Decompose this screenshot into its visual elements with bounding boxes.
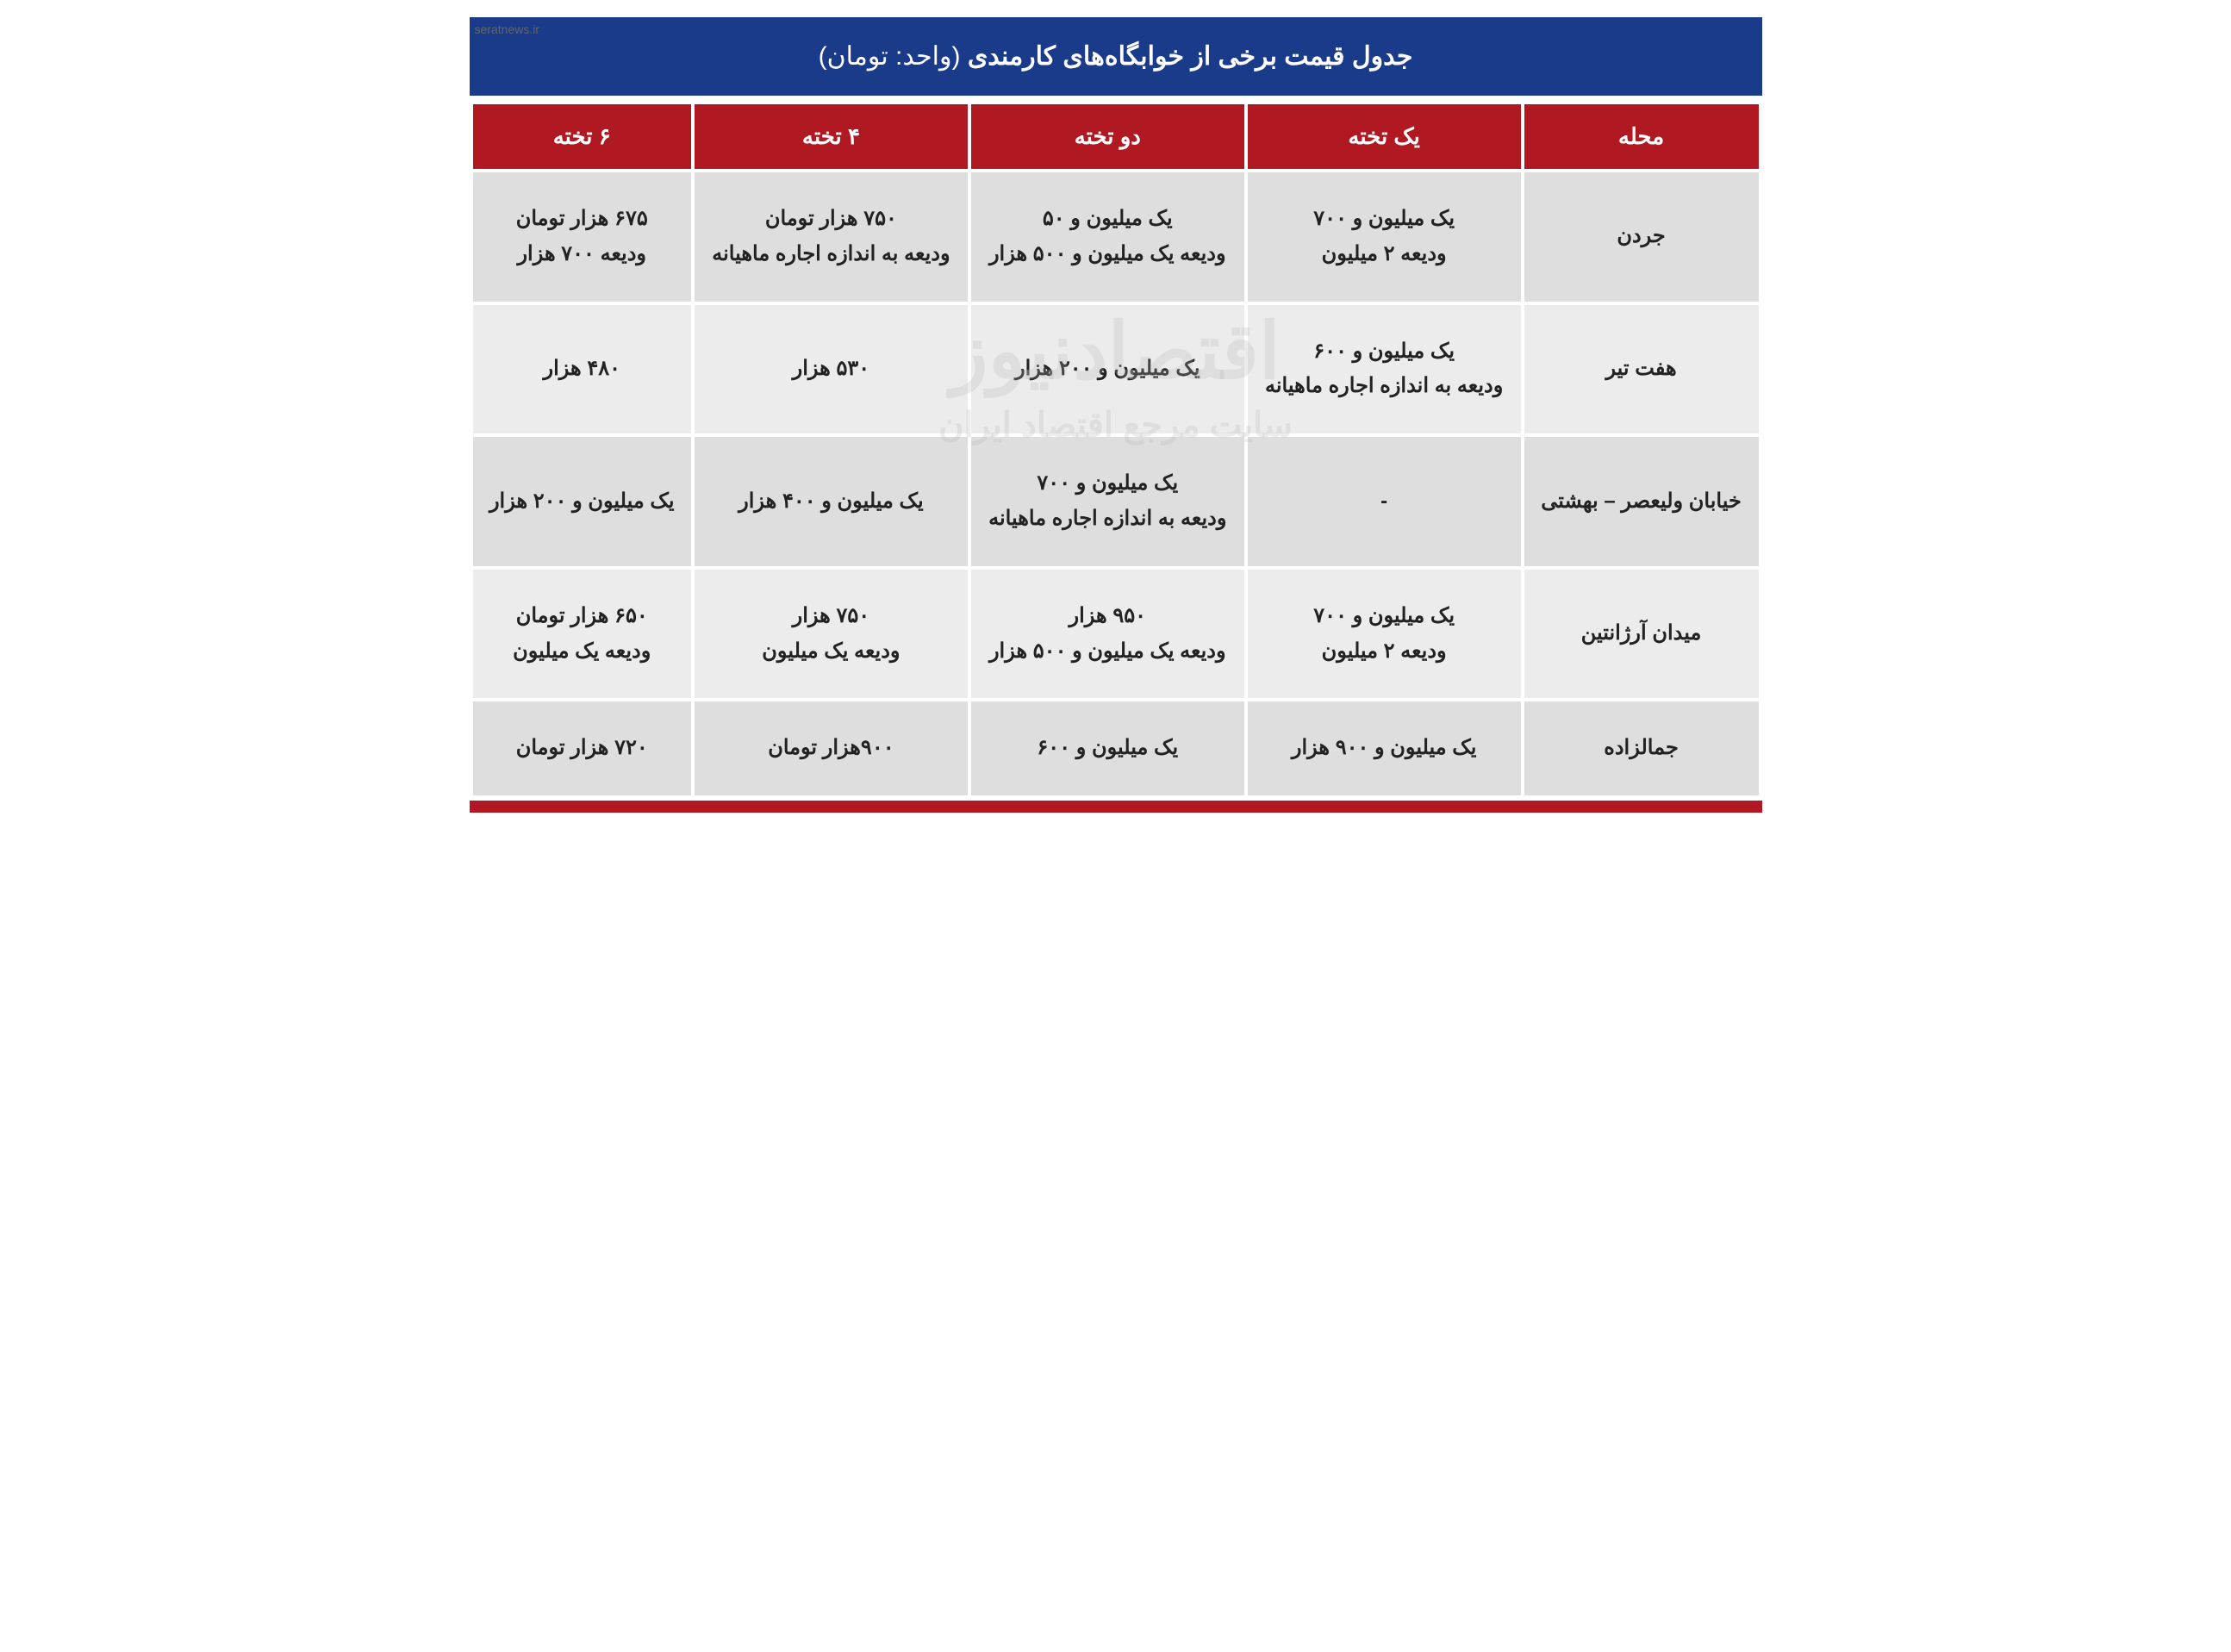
cell-neighborhood: هفت تیر bbox=[1524, 305, 1759, 434]
price-table: محله یک تخته دو تخته ۴ تخته ۶ تخته جردن … bbox=[470, 101, 1762, 799]
cell-price: ۵۳۰ هزار bbox=[695, 305, 968, 434]
cell-price: یک میلیون و ۲۰۰ هزار bbox=[473, 437, 691, 566]
cell-price: ۴۸۰ هزار bbox=[473, 305, 691, 434]
cell-price: یک میلیون و ۷۰۰ودیعه ۲ میلیون bbox=[1248, 172, 1521, 302]
cell-price: ۷۲۰ هزار تومان bbox=[473, 701, 691, 795]
cell-price: - bbox=[1248, 437, 1521, 566]
cell-price: یک میلیون و ۶۰۰ودیعه به اندازه اجاره ماه… bbox=[1248, 305, 1521, 434]
cell-neighborhood: میدان آرژانتین bbox=[1524, 570, 1759, 699]
cell-neighborhood: جمالزاده bbox=[1524, 701, 1759, 795]
cell-price: یک میلیون و ۹۰۰ هزار bbox=[1248, 701, 1521, 795]
col-six: ۶ تخته bbox=[473, 104, 691, 169]
cell-price: یک میلیون و ۷۰۰ودیعه ۲ میلیون bbox=[1248, 570, 1521, 699]
title-unit: (واحد: تومان) bbox=[819, 42, 961, 71]
bottom-border bbox=[470, 801, 1762, 813]
cell-price: یک میلیون و ۶۰۰ bbox=[971, 701, 1244, 795]
cell-price: ۹۵۰ هزارودیعه یک میلیون و ۵۰۰ هزار bbox=[971, 570, 1244, 699]
cell-price: ۹۰۰هزار تومان bbox=[695, 701, 968, 795]
cell-price: یک میلیون و ۷۰۰ودیعه به اندازه اجاره ماه… bbox=[971, 437, 1244, 566]
cell-price: ۶۷۵ هزار تومانودیعه ۷۰۰ هزار bbox=[473, 172, 691, 302]
cell-price: ۷۵۰ هزار تومانودیعه به اندازه اجاره ماهی… bbox=[695, 172, 968, 302]
table-row: هفت تیر یک میلیون و ۶۰۰ودیعه به اندازه ا… bbox=[473, 305, 1759, 434]
cell-price: یک میلیون و ۲۰۰ هزار bbox=[971, 305, 1244, 434]
header-row: محله یک تخته دو تخته ۴ تخته ۶ تخته bbox=[473, 104, 1759, 169]
cell-neighborhood: خیابان ولیعصر – بهشتی bbox=[1524, 437, 1759, 566]
source-watermark: seratnews.ir bbox=[475, 22, 539, 36]
cell-price: ۶۵۰ هزار تومانودیعه یک میلیون bbox=[473, 570, 691, 699]
col-neighborhood: محله bbox=[1524, 104, 1759, 169]
col-double: دو تخته bbox=[971, 104, 1244, 169]
table-row: جمالزاده یک میلیون و ۹۰۰ هزار یک میلیون … bbox=[473, 701, 1759, 795]
cell-price: یک میلیون و ۴۰۰ هزار bbox=[695, 437, 968, 566]
cell-price: ۷۵۰ هزارودیعه یک میلیون bbox=[695, 570, 968, 699]
col-single: یک تخته bbox=[1248, 104, 1521, 169]
cell-neighborhood: جردن bbox=[1524, 172, 1759, 302]
table-title: جدول قیمت برخی از خوابگاه‌های کارمندی (و… bbox=[470, 17, 1762, 101]
col-quad: ۴ تخته bbox=[695, 104, 968, 169]
cell-price: یک میلیون و ۵۰ودیعه یک میلیون و ۵۰۰ هزار bbox=[971, 172, 1244, 302]
price-table-container: seratnews.ir جدول قیمت برخی از خوابگاه‌ه… bbox=[470, 17, 1762, 813]
title-main: جدول قیمت برخی از خوابگاه‌های کارمندی bbox=[968, 42, 1413, 71]
table-row: خیابان ولیعصر – بهشتی - یک میلیون و ۷۰۰و… bbox=[473, 437, 1759, 566]
table-row: میدان آرژانتین یک میلیون و ۷۰۰ودیعه ۲ می… bbox=[473, 570, 1759, 699]
table-row: جردن یک میلیون و ۷۰۰ودیعه ۲ میلیون یک می… bbox=[473, 172, 1759, 302]
